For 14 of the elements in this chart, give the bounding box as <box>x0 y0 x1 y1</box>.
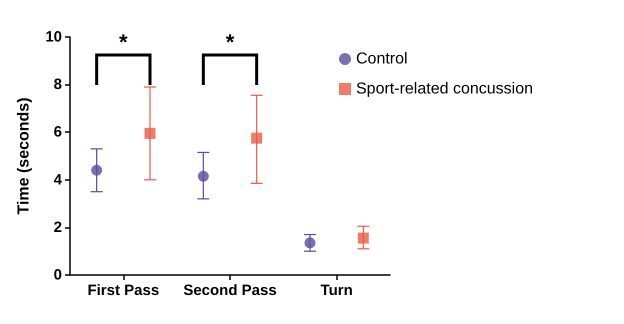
x-tick-label: First Pass <box>87 282 160 299</box>
legend-label: Control <box>356 50 408 68</box>
annotation: * <box>119 30 128 54</box>
y-tick-label: 2 <box>54 218 62 236</box>
y-tick-label: 10 <box>45 28 62 46</box>
legend-label: Sport-related concussion <box>356 80 533 98</box>
y-tick-label: 4 <box>54 171 63 188</box>
x-tick-label: Second Pass <box>183 282 277 299</box>
y-axis-title: Time (seconds) <box>16 97 32 215</box>
x-tick-label: Turn <box>320 282 353 299</box>
y-tick-label: 0 <box>54 266 62 284</box>
y-tick-label: 8 <box>54 76 62 94</box>
y-tick-label: 6 <box>54 124 62 141</box>
annotation: * <box>226 30 235 54</box>
